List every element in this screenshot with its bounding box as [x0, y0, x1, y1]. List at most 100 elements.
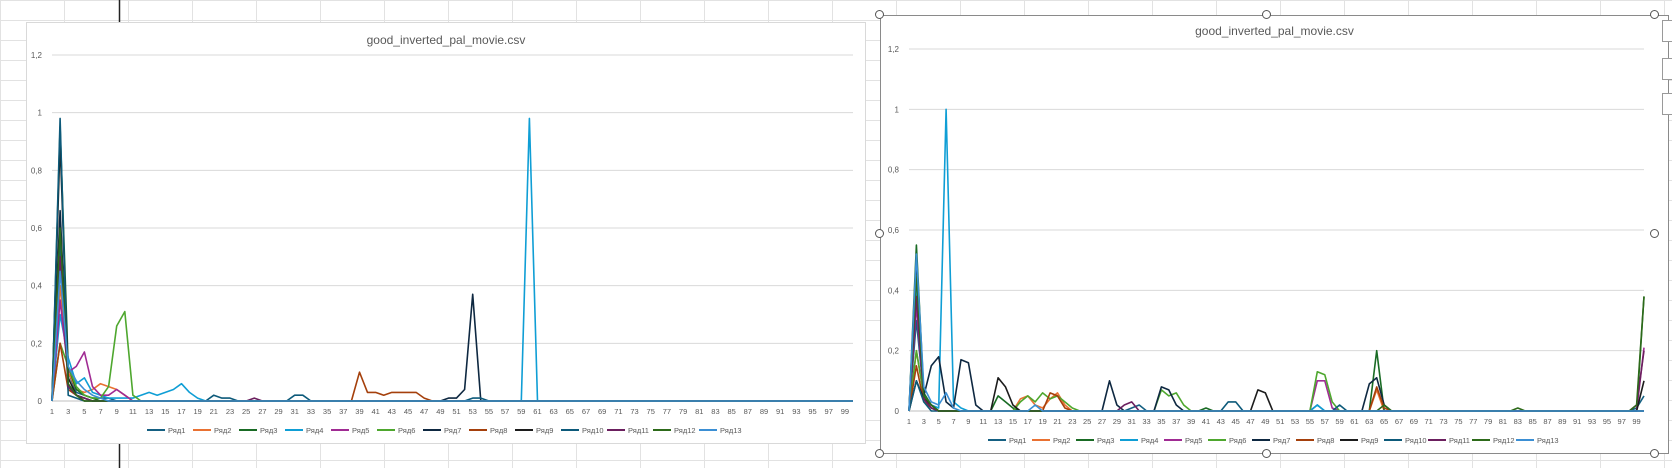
legend-label: Ряд13 [720, 426, 742, 435]
x-tick-label: 91 [1573, 417, 1581, 426]
x-tick-label: 37 [339, 407, 347, 416]
x-tick-label: 57 [1321, 417, 1329, 426]
x-tick-label: 51 [1276, 417, 1284, 426]
x-tick-label: 71 [1425, 417, 1433, 426]
legend-label: Ряд12 [674, 426, 696, 435]
x-tick-label: 95 [1603, 417, 1611, 426]
x-tick-label: 69 [598, 407, 606, 416]
chart-styles-button[interactable] [1662, 58, 1672, 80]
legend-label: Ряд11 [1449, 436, 1470, 445]
x-tick-label: 99 [841, 407, 849, 416]
x-tick-label: 5 [82, 407, 86, 416]
x-tick-label: 67 [582, 407, 590, 416]
series-line [51, 256, 853, 402]
chart-right[interactable]: good_inverted_pal_movie.csv 0 0,2 0,4 0,6 0,… [880, 15, 1669, 454]
x-tick-label: 33 [307, 407, 315, 416]
x-tick-label: 53 [1291, 417, 1299, 426]
y-tick-label: 0,2 [31, 339, 43, 348]
x-tick-label: 43 [1217, 417, 1225, 426]
y-tick-label: 1,2 [31, 51, 43, 60]
x-tick-label: 29 [274, 407, 282, 416]
series-line [908, 108, 1644, 412]
x-tick-label: 87 [1543, 417, 1551, 426]
x-tick-label: 65 [566, 407, 574, 416]
x-tick-label: 35 [323, 407, 331, 416]
series-line [51, 117, 853, 402]
x-tick-label: 93 [792, 407, 800, 416]
x-tick-label: 7 [951, 417, 955, 426]
x-tick-label: 41 [371, 407, 379, 416]
series-line [908, 253, 1644, 412]
x-tick-label: 39 [1187, 417, 1195, 426]
legend-label: Ряд5 [352, 426, 369, 435]
legend-label: Ряд3 [260, 426, 277, 435]
legend-label: Ряд6 [1229, 436, 1246, 445]
resize-handle-bottom[interactable] [1262, 449, 1271, 458]
x-tick-label: 35 [1157, 417, 1165, 426]
legend-label: Ряд9 [1361, 436, 1378, 445]
y-tick-label: 0,8 [31, 166, 43, 175]
legend-label: Ряд2 [1053, 436, 1070, 445]
x-tick-label: 91 [776, 407, 784, 416]
legend-label: Ряд4 [1141, 436, 1158, 445]
series-line [908, 319, 1645, 412]
x-tick-label: 9 [966, 417, 970, 426]
series-line [51, 241, 853, 402]
x-tick-label: 37 [1172, 417, 1180, 426]
series-line [51, 270, 853, 402]
x-tick-label: 73 [630, 407, 638, 416]
y-tick-label: 0,4 [31, 282, 43, 291]
y-tick-label: 0 [895, 407, 900, 416]
x-tick-label: 69 [1410, 417, 1418, 426]
x-tick-label: 67 [1395, 417, 1403, 426]
x-tick-label: 13 [145, 407, 153, 416]
series-line [51, 227, 853, 402]
x-tick-label: 25 [1083, 417, 1091, 426]
legend-label: Ряд11 [628, 426, 649, 435]
chart-elements-button[interactable] [1662, 20, 1672, 42]
x-tick-label: 49 [1261, 417, 1269, 426]
chart-title: good_inverted_pal_movie.csv [1195, 24, 1354, 38]
resize-handle-bottom-left[interactable] [875, 449, 884, 458]
resize-handle-right[interactable] [1650, 229, 1659, 238]
y-tick-label: 1 [895, 105, 900, 114]
resize-handle-left[interactable] [875, 229, 884, 238]
chart-left[interactable]: good_inverted_pal_movie.csv 0 0,2 0,4 0,6 0,… [26, 22, 866, 444]
resize-handle-top-right[interactable] [1650, 10, 1659, 19]
x-tick-label: 63 [549, 407, 557, 416]
x-tick-label: 79 [679, 407, 687, 416]
x-tick-label: 51 [452, 407, 460, 416]
x-tick-label: 85 [727, 407, 735, 416]
x-tick-label: 21 [1053, 417, 1061, 426]
x-tick-label: 87 [744, 407, 752, 416]
legend-label: Ряд2 [214, 426, 231, 435]
x-tick-label: 23 [1068, 417, 1076, 426]
x-tick-label: 85 [1528, 417, 1536, 426]
y-tick-label: 0,6 [31, 224, 43, 233]
y-tick-label: 0 [38, 397, 43, 406]
x-tick-label: 19 [193, 407, 201, 416]
series-line [908, 304, 1645, 412]
x-tick-label: 11 [979, 417, 987, 426]
chart-title: good_inverted_pal_movie.csv [366, 33, 526, 47]
y-tick-label: 0,6 [888, 226, 900, 235]
x-tick-label: 53 [469, 407, 477, 416]
chart-filters-button[interactable] [1662, 93, 1672, 115]
resize-handle-bottom-right[interactable] [1650, 449, 1659, 458]
series-line [908, 379, 1644, 412]
x-tick-label: 65 [1380, 417, 1388, 426]
y-tick-label: 0,2 [888, 347, 900, 356]
x-tick-label: 93 [1588, 417, 1596, 426]
x-tick-label: 25 [242, 407, 250, 416]
x-tick-label: 5 [937, 417, 941, 426]
x-tick-label: 77 [663, 407, 671, 416]
series-line [908, 349, 1644, 412]
chart-plot-right: 00,20,40,60,811,21 3 5 7 9 11 13 15 17 19 21 23 25 27… [888, 45, 1645, 445]
resize-handle-top[interactable] [1262, 10, 1271, 19]
x-tick-label: 15 [161, 407, 169, 416]
x-tick-label: 11 [129, 407, 137, 416]
x-tick-label: 7 [98, 407, 102, 416]
series-line [51, 126, 853, 402]
resize-handle-top-left[interactable] [875, 10, 884, 19]
x-tick-label: 29 [1113, 417, 1121, 426]
